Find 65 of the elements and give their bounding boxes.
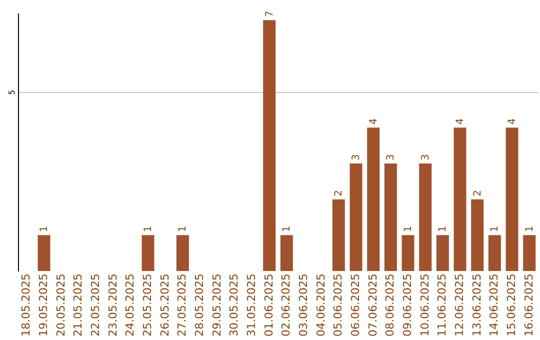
x-tick-label: 18.05.2025	[20, 274, 33, 336]
x-tick-label: 12.06.2025	[453, 274, 466, 336]
bar	[402, 235, 414, 271]
x-tick-label: 04.06.2025	[314, 274, 328, 336]
x-tick-label: 01.06.2025	[262, 274, 276, 336]
x-tick-label: 19.05.2025	[37, 274, 50, 336]
bar	[280, 235, 293, 271]
x-tick-label: 28.05.2025	[193, 274, 206, 336]
data-label: 2	[334, 190, 345, 196]
x-tick-label: 31.05.2025	[245, 274, 258, 336]
x-tick-label: 09.06.2025	[401, 274, 414, 336]
x-tick-label: 14.06.2025	[488, 274, 501, 336]
bar	[436, 235, 449, 271]
x-tick-label: 03.06.2025	[297, 274, 310, 336]
data-label: 1	[490, 226, 501, 232]
data-label: 2	[472, 190, 484, 196]
x-tick-label: 13.06.2025	[470, 274, 484, 336]
x-tick-label: 26.05.2025	[158, 274, 172, 336]
x-tick-label: 29.05.2025	[210, 274, 224, 336]
bar	[506, 128, 518, 271]
data-label: 1	[524, 226, 536, 232]
x-tick-label: 06.06.2025	[349, 274, 362, 336]
x-tick-label: 02.06.2025	[280, 274, 293, 336]
data-label: 4	[455, 118, 466, 125]
bar	[176, 235, 189, 271]
data-label: 1	[403, 226, 414, 232]
data-label: 1	[438, 226, 449, 232]
bar	[419, 164, 432, 271]
bar	[454, 128, 466, 271]
x-tick-label: 11.06.2025	[436, 274, 449, 336]
x-tick-label: 15.06.2025	[505, 274, 518, 336]
x-tick-label: 10.06.2025	[418, 274, 432, 336]
bar	[38, 235, 50, 271]
x-tick-label: 07.06.2025	[366, 274, 380, 336]
bar	[263, 20, 276, 271]
data-label: 7	[264, 10, 276, 18]
bar	[142, 235, 154, 271]
x-tick-label: 08.06.2025	[384, 274, 397, 336]
x-tick-label: 20.05.2025	[54, 274, 68, 336]
bar	[332, 199, 345, 271]
bar	[350, 164, 362, 271]
x-tick-label: 16.06.2025	[522, 274, 536, 336]
x-tick-label: 25.05.2025	[141, 274, 154, 336]
data-label: 4	[368, 118, 380, 125]
data-label: 1	[178, 226, 189, 232]
bar	[471, 199, 484, 271]
x-tick-label: 24.05.2025	[124, 274, 137, 336]
data-label: 3	[386, 154, 397, 160]
bar	[384, 164, 397, 271]
x-tick-label: 30.05.2025	[228, 274, 241, 336]
data-label: 4	[507, 118, 518, 125]
bar	[488, 235, 501, 271]
data-label: 3	[420, 154, 432, 160]
data-label: 3	[351, 154, 362, 160]
x-tick-label: 21.05.2025	[72, 274, 85, 336]
data-label: 1	[282, 226, 293, 232]
x-tick-label: 27.05.2025	[176, 274, 189, 336]
x-tick-label: 05.06.2025	[332, 274, 345, 336]
data-label: 1	[39, 226, 50, 232]
x-tick-label: 22.05.2025	[89, 274, 102, 336]
bar	[367, 128, 380, 271]
x-tick-label: 23.05.2025	[106, 274, 120, 336]
y-tick-label: 5	[8, 90, 16, 95]
bar	[523, 235, 536, 271]
data-label: 1	[143, 226, 154, 232]
